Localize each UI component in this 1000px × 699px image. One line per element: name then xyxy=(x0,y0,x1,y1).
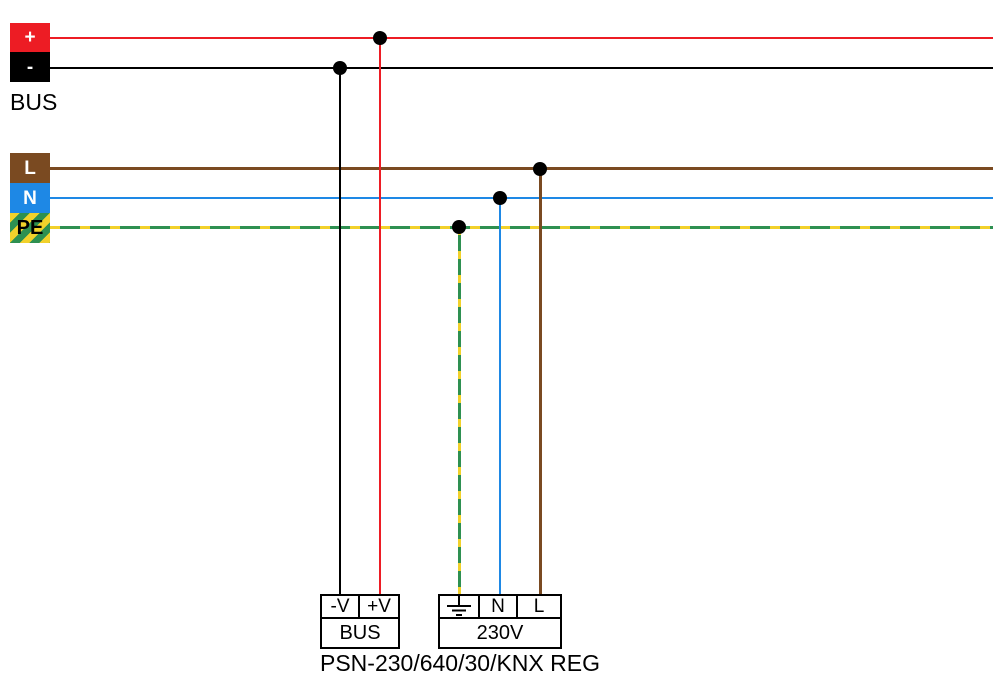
device-bus-terminal-row: -V +V xyxy=(320,594,400,619)
terminal-plus-v: +V xyxy=(367,596,391,617)
terminal-earth xyxy=(440,596,480,617)
bus-minus-terminal: - xyxy=(10,52,50,82)
wire-bus-plus-horizontal xyxy=(50,37,993,39)
mains-l-terminal: L xyxy=(10,153,50,183)
terminal-minus-v: -V xyxy=(322,596,360,617)
wire-n-horizontal xyxy=(50,197,993,199)
mains-pe-terminal: PE xyxy=(10,213,50,243)
device-mains-block-label: 230V xyxy=(438,617,562,649)
wire-l-vertical xyxy=(539,168,542,594)
device-mains-terminal-row: N L xyxy=(438,594,562,619)
junction-dot xyxy=(373,31,387,45)
wire-bus-minus-horizontal xyxy=(50,67,993,69)
device-bus-block-label: BUS xyxy=(320,617,400,649)
wire-bus-plus-vertical xyxy=(379,38,381,594)
terminal-l: L xyxy=(533,596,545,617)
wire-pe-horizontal xyxy=(50,226,993,229)
earth-ground-icon xyxy=(447,596,471,616)
junction-dot xyxy=(333,61,347,75)
junction-dot xyxy=(452,220,466,234)
wire-l-horizontal xyxy=(50,167,993,170)
junction-dot xyxy=(493,191,507,205)
device-name-caption: PSN-230/640/30/KNX REG xyxy=(320,650,600,676)
bus-plus-terminal: + xyxy=(10,23,50,52)
wire-pe-vertical xyxy=(458,227,461,594)
wire-bus-minus-vertical xyxy=(339,68,341,594)
mains-n-terminal: N xyxy=(10,183,50,213)
wire-n-vertical xyxy=(499,198,501,594)
junction-dot xyxy=(533,162,547,176)
terminal-n: N xyxy=(480,596,518,617)
bus-source-label: BUS xyxy=(10,89,58,115)
